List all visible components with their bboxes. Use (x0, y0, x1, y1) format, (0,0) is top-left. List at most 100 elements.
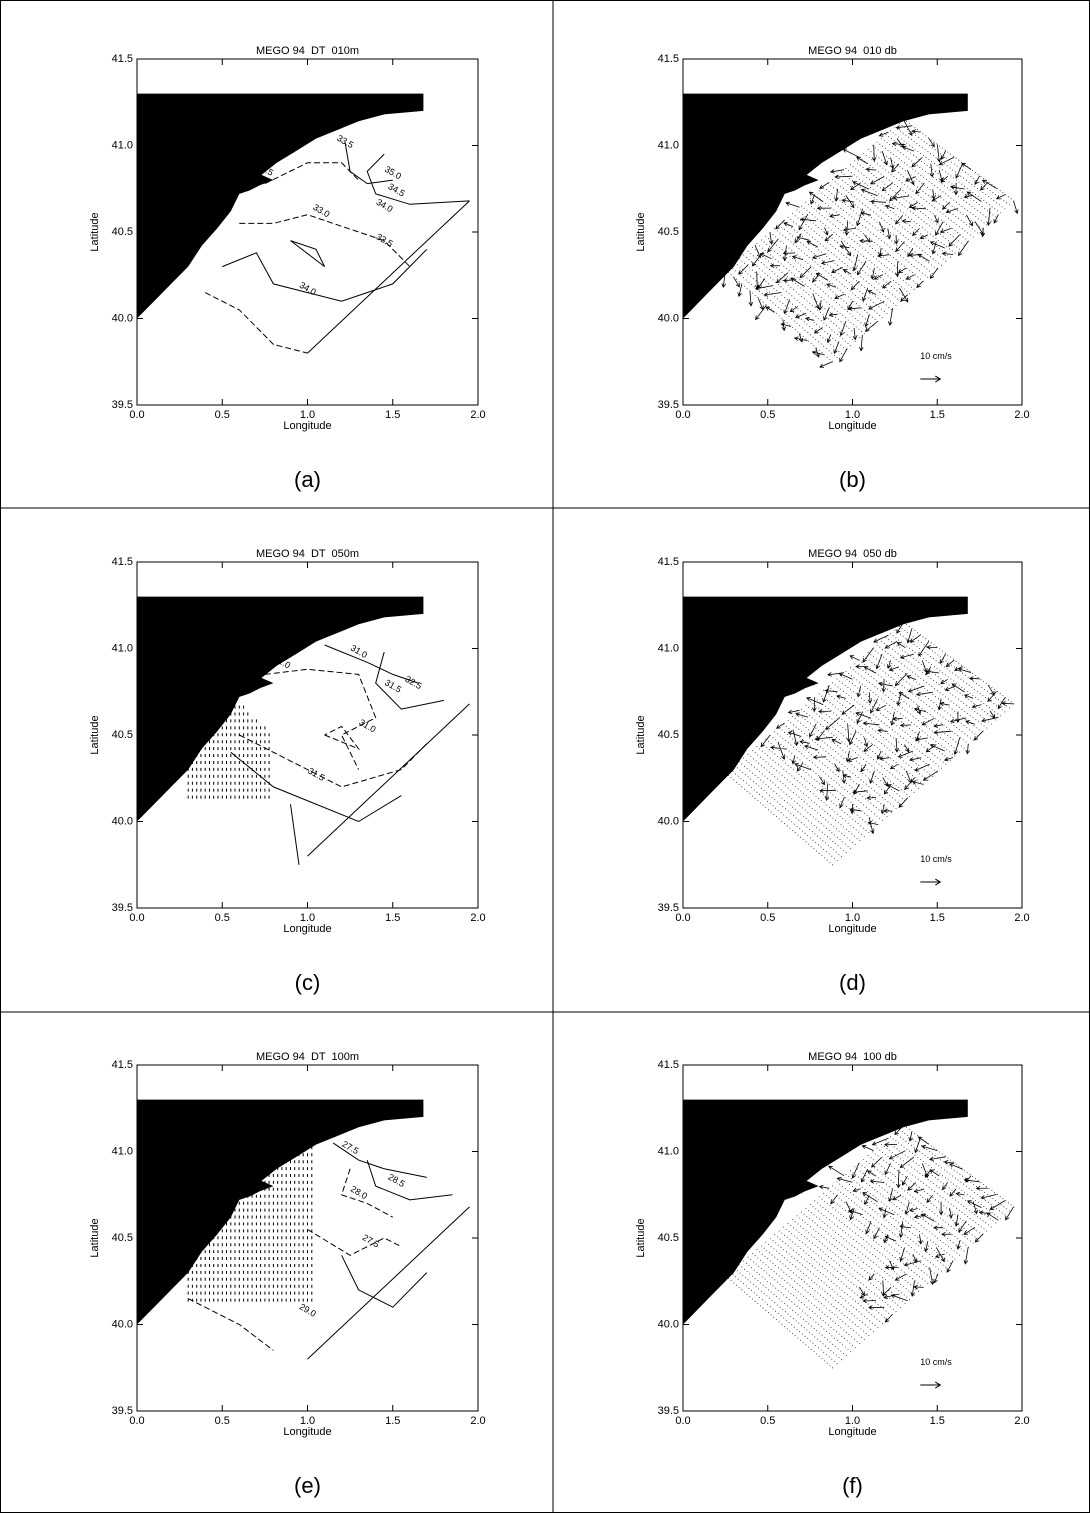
x-tick-label: 1.0 (300, 1415, 315, 1427)
y-tick-label: 40.0 (658, 1318, 679, 1330)
x-tick-label: 0.0 (675, 1415, 690, 1427)
panel-title: MEGO 94 100 db (808, 1051, 897, 1063)
x-tick-label: 2.0 (1014, 409, 1029, 421)
y-tick-label: 41.5 (658, 53, 679, 65)
y-tick-label: 39.5 (658, 1405, 679, 1417)
scale-label: 10 cm/s (920, 351, 952, 361)
contour-label: 29.0 (298, 1301, 318, 1318)
scale-arrow (920, 375, 942, 383)
y-tick-label: 40.5 (112, 729, 133, 741)
domain-boundary (307, 703, 470, 857)
y-tick-label: 39.5 (112, 902, 133, 914)
coastline-land (137, 596, 424, 822)
contour-line (230, 751, 402, 823)
contour-label: 33.5 (374, 231, 394, 248)
panel-title: MEGO 94 010 db (808, 45, 897, 57)
y-tick-label: 41.0 (112, 139, 133, 151)
x-axis-label: Longitude (828, 420, 876, 432)
contour-label: 27.5 (361, 1232, 381, 1249)
current-vectors (721, 119, 1019, 368)
scale-label: 10 cm/s (920, 1357, 952, 1367)
x-tick-label: 0.0 (129, 1415, 144, 1427)
y-tick-label: 41.0 (658, 1145, 679, 1157)
x-tick-label: 2.0 (470, 1415, 485, 1427)
plot-area (137, 596, 470, 865)
y-tick-label: 41.5 (112, 53, 133, 65)
y-tick-label: 40.5 (112, 226, 133, 238)
y-tick-label: 40.5 (658, 226, 679, 238)
contour-label: 28.5 (386, 1172, 406, 1189)
coastline-land (683, 596, 968, 822)
x-axis-label: Longitude (828, 1426, 876, 1438)
y-axis-label: Latitude (89, 212, 101, 251)
panel-caption: (c) (295, 970, 321, 995)
y-tick-label: 39.5 (658, 399, 679, 411)
x-tick-label: 1.5 (385, 1415, 400, 1427)
contour-line (366, 153, 470, 205)
coastline-land (137, 93, 424, 319)
scale-arrow (920, 1381, 942, 1389)
current-vectors (818, 1125, 1014, 1323)
x-tick-label: 1.0 (845, 912, 860, 924)
x-tick-label: 0.5 (215, 1415, 230, 1427)
contour-line (332, 1142, 427, 1178)
coastline-land (683, 93, 968, 319)
x-tick-label: 0.5 (215, 409, 230, 421)
contour-line (324, 644, 419, 684)
contour-line (307, 1228, 402, 1256)
contour-line (366, 1159, 453, 1201)
panel-caption: (f) (842, 1473, 863, 1498)
x-axis-label: Longitude (283, 420, 331, 432)
x-tick-label: 0.0 (675, 912, 690, 924)
x-tick-label: 0.5 (215, 912, 230, 924)
contour-label: 34.5 (386, 181, 406, 198)
contour-label: 31.5 (383, 677, 403, 694)
x-tick-label: 1.5 (385, 912, 400, 924)
y-tick-label: 40.5 (658, 1232, 679, 1244)
plot-area (683, 596, 1015, 866)
y-tick-label: 39.5 (112, 399, 133, 411)
panel-caption: (e) (294, 1473, 321, 1498)
panel: 10 cm/s 0.0 0.5 1.0 1.5 2.0 39.5 40.0 40.5 41.0 41… (635, 548, 1030, 995)
contour-label: 31.0 (349, 643, 369, 660)
x-axis-label: Longitude (828, 923, 876, 935)
x-tick-label: 1.5 (930, 912, 945, 924)
x-tick-label: 2.0 (470, 912, 485, 924)
panel-caption: (b) (839, 467, 866, 492)
y-tick-label: 39.5 (112, 1405, 133, 1417)
x-tick-label: 0.0 (675, 409, 690, 421)
panel-caption: (a) (294, 467, 321, 492)
contour-line (239, 734, 428, 788)
plot-area (683, 1099, 1015, 1369)
panel-caption: (d) (839, 970, 866, 995)
contour-label: 32.5 (403, 674, 423, 691)
y-tick-label: 40.0 (658, 312, 679, 324)
y-tick-label: 41.5 (658, 556, 679, 568)
scale-arrow (920, 878, 942, 886)
coastline-land (683, 1099, 968, 1325)
contour-line (222, 248, 428, 302)
x-tick-label: 0.5 (760, 912, 775, 924)
panel: 33.533.5 35.034.534.033.033.534.00.0 0.5 1.… (89, 45, 486, 492)
y-axis-label: Latitude (89, 715, 101, 754)
panel: 31.031.032.531.531.031.50.0 0.5 1.0 1.5 2.03… (89, 548, 486, 995)
contour-label: 31.0 (357, 717, 377, 734)
contour-label: 33.5 (335, 133, 355, 150)
panel-title: MEGO 94 DT 050m (256, 548, 359, 560)
x-tick-label: 2.0 (470, 409, 485, 421)
contour-line (344, 141, 393, 185)
panel: 10 cm/s 0.0 0.5 1.0 1.5 2.0 39.5 40.0 40.5 41.0 41… (635, 45, 1030, 492)
contour-line (340, 1168, 394, 1218)
contour-line (187, 1298, 274, 1351)
contour-line (264, 668, 377, 770)
panel-title: MEGO 94 050 db (808, 548, 897, 560)
x-tick-label: 1.0 (300, 912, 315, 924)
y-tick-label: 39.5 (658, 902, 679, 914)
y-tick-label: 40.0 (112, 312, 133, 324)
contour-label: 27.5 (340, 1139, 360, 1156)
y-tick-label: 40.0 (112, 815, 133, 827)
y-tick-label: 41.0 (658, 642, 679, 654)
contour-line (324, 725, 361, 750)
x-tick-label: 1.5 (930, 1415, 945, 1427)
